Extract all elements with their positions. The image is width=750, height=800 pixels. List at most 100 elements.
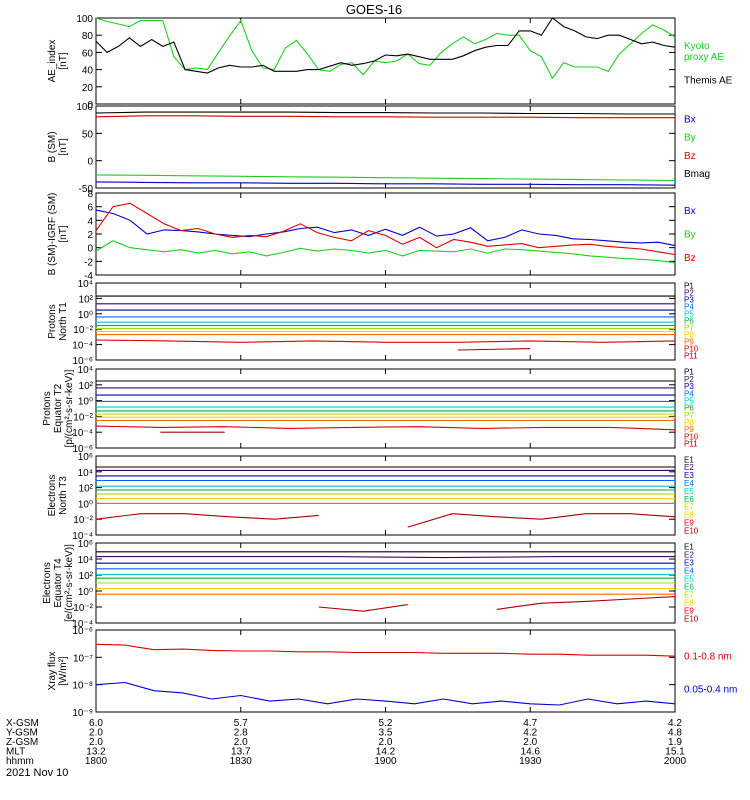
legend-entry: P4 <box>684 389 694 398</box>
y-tick-label: 10⁻⁶ <box>72 356 93 367</box>
y-tick-label: 50 <box>82 129 94 140</box>
y-tick-label: 10⁻² <box>73 325 93 336</box>
orbit-cell: 5.7 <box>234 718 248 729</box>
y-tick-label: 10⁴ <box>78 555 93 566</box>
orbit-cell: 2.0 <box>523 737 537 748</box>
y-axis-label: B (SM)[nT] <box>47 131 69 162</box>
date-label: 2021 Nov 10 <box>6 767 68 779</box>
legend-entry: E10 <box>684 526 699 535</box>
y-tick-label: 10⁻² <box>73 603 93 614</box>
orbit-cell: 13.2 <box>86 747 106 758</box>
orbit-row-label: hhmm <box>6 756 34 767</box>
y-tick-label: 10⁻⁴ <box>72 619 93 630</box>
legend-entry: P9 <box>684 425 694 434</box>
panel-frame <box>95 455 676 536</box>
series-by <box>95 174 676 182</box>
legend-entry: P5 <box>684 310 694 319</box>
orbit-cell: 6.0 <box>89 718 103 729</box>
legend-entry: Themis AE <box>684 75 733 86</box>
y-tick-label: 10² <box>79 484 94 495</box>
legend-entry: E2 <box>684 463 694 472</box>
legend-entry: P10 <box>684 432 699 441</box>
series-p10 <box>95 339 676 343</box>
legend-entry: E9 <box>684 606 694 615</box>
y-tick-label: 0 <box>87 244 93 255</box>
y-axis-label: ProtonsNorth T1 <box>47 302 69 341</box>
orbit-cell: 15.1 <box>665 747 685 758</box>
legend-entry: E9 <box>684 519 694 528</box>
orbit-row-label: X-GSM <box>6 718 39 729</box>
legend-entry: P11 <box>684 352 698 361</box>
legend-entry: P8 <box>684 331 694 340</box>
y-tick-label: 6 <box>87 203 93 214</box>
legend-entry: Bz <box>684 151 696 162</box>
y-tick-label: 10⁴ <box>78 365 93 376</box>
legend-entry: E4 <box>684 566 694 575</box>
orbit-cell: 4.2 <box>668 718 682 729</box>
orbit-cell: 4.2 <box>523 728 537 739</box>
legend-entry: P6 <box>684 404 694 413</box>
legend-entry: P1 <box>684 368 694 377</box>
y-tick-label: 0 <box>87 100 93 111</box>
orbit-row-label: Z-GSM <box>6 737 38 748</box>
legend-entry: P4 <box>684 303 694 312</box>
y-axis-label: Xray flux[W/m²] <box>47 652 69 691</box>
y-tick-label: 20 <box>82 83 94 94</box>
legend-entry: E10 <box>684 614 699 623</box>
legend-entry: P3 <box>684 382 694 391</box>
y-tick-label: 10⁰ <box>78 397 93 408</box>
y-axis-label: AE_index[nT] <box>47 40 69 83</box>
panel-8: 10⁻⁹ 10⁻⁸ 10⁻⁷ 10⁻⁶ Xray flux[W/m²] 0.1-0.8 n… <box>47 626 737 719</box>
y-tick-label: 10⁻⁹ <box>72 708 93 719</box>
series-kyoto-proxy-ae <box>95 17 676 80</box>
y-tick-label: 10⁰ <box>78 310 93 321</box>
orbit-cell: 4.7 <box>523 718 537 729</box>
y-tick-label: 10⁻⁴ <box>72 428 93 439</box>
legend-entry: E4 <box>684 479 694 488</box>
orbit-cell: 4.8 <box>668 728 682 739</box>
orbit-cell: 1930 <box>519 756 542 767</box>
y-tick-label: 10⁻⁶ <box>72 626 93 637</box>
legend-entry: E2 <box>684 550 694 559</box>
y-axis-label: ProtonsEquator T2[p/(cm²-s-sr-keV)] <box>42 369 75 447</box>
y-tick-label: 10² <box>79 381 94 392</box>
legend-entry: E8 <box>684 511 694 520</box>
series-by <box>95 240 676 264</box>
legend-entry: Bz <box>684 253 696 264</box>
orbit-cell: 2.0 <box>379 737 393 748</box>
y-axis-label: ElectronsEquator T4[e/(cm²-s-sr-keV)] <box>42 544 75 622</box>
y-tick-label: 10⁻² <box>73 412 93 423</box>
series-e2 <box>96 556 675 559</box>
legend-entry: E7 <box>684 590 694 599</box>
legend-entry: Kyoto proxy AE <box>684 41 724 63</box>
legend-entry: P6 <box>684 317 694 326</box>
legend-entry: E1 <box>684 455 694 464</box>
orbit-row-label: Y-GSM <box>6 728 38 739</box>
series-bx <box>95 209 676 247</box>
orbit-cell: 1900 <box>374 756 397 767</box>
legend-entry: 0.1-0.8 nm <box>684 652 732 663</box>
y-tick-label: 10² <box>79 571 94 582</box>
legend-entry: E1 <box>684 542 694 551</box>
series-themis-ae <box>95 17 676 74</box>
y-tick-label: 10⁻⁷ <box>73 653 93 664</box>
legend-entry: P2 <box>684 289 694 298</box>
y-tick-label: -4 <box>84 271 93 282</box>
y-tick-label: 10⁻⁶ <box>72 444 93 455</box>
y-tick-label: 8 <box>87 189 93 200</box>
y-tick-label: 10⁴ <box>78 468 93 479</box>
y-tick-label: 4 <box>87 216 93 227</box>
y-axis-label: B (SM)-IGRF (SM)[nT] <box>47 193 69 276</box>
legend-entry: P1 <box>684 282 694 291</box>
y-tick-label: 40 <box>82 66 94 77</box>
series-0-1-0-8-nm <box>95 643 676 657</box>
legend-entry: E3 <box>684 471 694 480</box>
series-0-05-0-4-nm <box>95 681 676 706</box>
legend-entry: E3 <box>684 558 694 567</box>
y-tick-label: 80 <box>82 31 94 42</box>
legend-entry: P3 <box>684 296 694 305</box>
legend-entry: P7 <box>684 411 694 420</box>
